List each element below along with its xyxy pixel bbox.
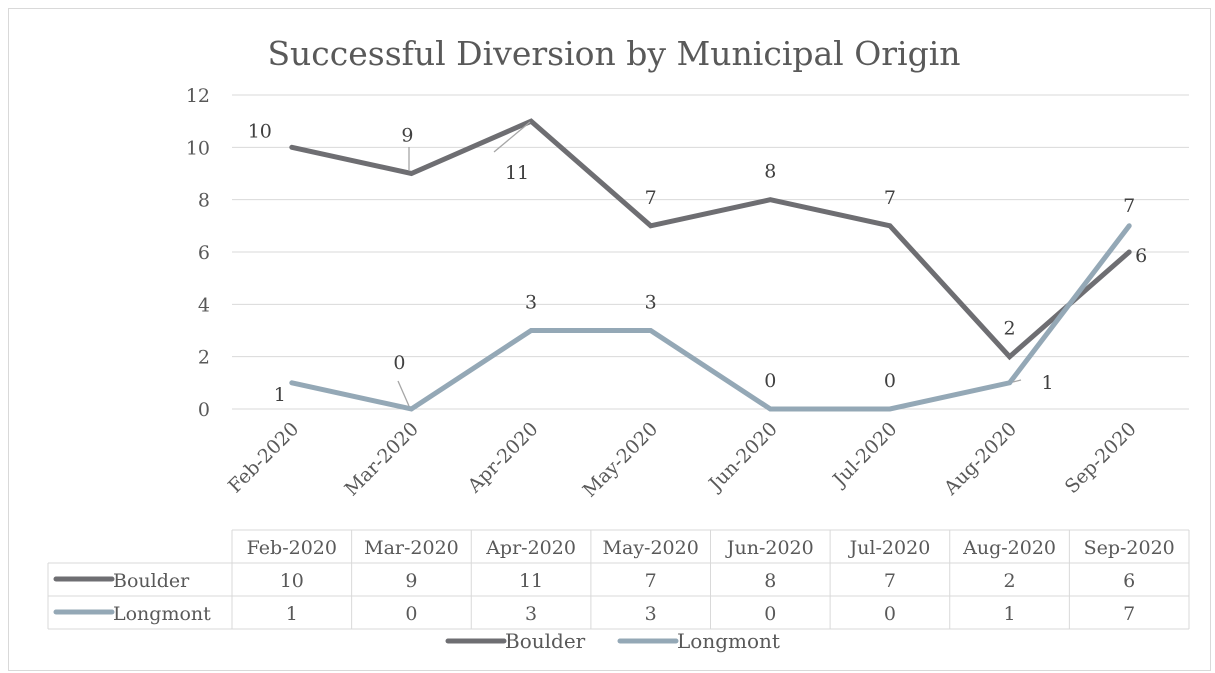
data-label: 11 (505, 162, 529, 184)
x-tick-label: Jul-2020 (827, 418, 901, 492)
data-label: 8 (764, 161, 776, 183)
data-label: 7 (884, 187, 896, 209)
table-header-cell: Jun-2020 (725, 537, 814, 559)
table-cell: 2 (1004, 570, 1016, 592)
legend-label: Longmont (677, 629, 780, 653)
table-row-label: Boulder (113, 570, 190, 592)
y-tick-label: 0 (198, 399, 210, 421)
x-tick-label: May-2020 (579, 418, 663, 502)
x-tick-label: Jun-2020 (703, 418, 781, 496)
table-cell: 0 (405, 603, 417, 625)
data-label: 6 (1135, 245, 1147, 267)
y-axis-ticks: 0 2 4 6 8 10 12 (186, 85, 210, 421)
data-label: 3 (645, 292, 657, 314)
table-cell: 1 (1004, 603, 1016, 625)
series-line-longmont (289, 223, 1132, 412)
table-header-cell: Jul-2020 (848, 537, 931, 559)
legend: Boulder Longmont (445, 629, 780, 653)
data-label: 7 (645, 187, 657, 209)
table-cell: 7 (884, 570, 896, 592)
x-tick-label: Apr-2020 (463, 418, 543, 498)
table-row-label: Longmont (113, 603, 211, 625)
data-label: 0 (764, 370, 776, 392)
y-tick-label: 12 (186, 85, 210, 107)
y-tick-label: 6 (198, 242, 210, 264)
data-label-leader (1012, 379, 1022, 383)
x-tick-label: Feb-2020 (224, 418, 303, 497)
data-label: 1 (274, 384, 286, 406)
table-cell: 11 (519, 570, 543, 592)
table-cell: 7 (645, 570, 657, 592)
y-tick-label: 4 (198, 294, 210, 316)
data-label-leader (493, 121, 531, 153)
table-header-cell: Aug-2020 (962, 537, 1056, 559)
table-cell: 8 (764, 570, 776, 592)
table-header-cell: May-2020 (603, 537, 699, 559)
chart-title: Successful Diversion by Municipal Origin (267, 34, 960, 73)
series-line-boulder (289, 118, 1132, 361)
legend-label: Boulder (505, 629, 586, 653)
y-tick-label: 2 (198, 347, 210, 369)
table-header-cell: Mar-2020 (364, 537, 459, 559)
table-cell: 0 (884, 603, 896, 625)
data-label: 0 (393, 352, 405, 374)
table-cell: 9 (405, 570, 417, 592)
x-tick-label: Sep-2020 (1061, 418, 1141, 498)
data-label: 3 (525, 292, 537, 314)
table-cell: 1 (286, 603, 298, 625)
chart-frame (8, 8, 1211, 671)
table-cell: 3 (645, 603, 657, 625)
table-header-cell: Apr-2020 (485, 537, 576, 559)
data-label: 2 (1004, 318, 1016, 340)
gridlines (232, 94, 1189, 410)
x-tick-label: Mar-2020 (340, 418, 422, 500)
table-cell: 0 (764, 603, 776, 625)
data-label-leader (397, 380, 410, 407)
y-tick-label: 8 (198, 190, 210, 212)
data-label: 7 (1123, 195, 1135, 217)
table-header-cell: Sep-2020 (1084, 537, 1175, 559)
x-tick-label: Aug-2020 (939, 418, 1021, 500)
data-label: 1 (1042, 372, 1054, 394)
data-label: 9 (401, 125, 413, 147)
data-label: 10 (248, 120, 272, 142)
table-cell: 3 (525, 603, 537, 625)
y-tick-label: 10 (186, 137, 210, 159)
data-label: 0 (884, 370, 896, 392)
table-cell: 10 (280, 570, 304, 592)
table-header-cell: Feb-2020 (247, 537, 337, 559)
series-lines (289, 118, 1132, 412)
table-cell: 7 (1123, 603, 1135, 625)
table-cell: 6 (1123, 570, 1135, 592)
data-table: Feb-2020 Mar-2020 Apr-2020 May-2020 Jun-2020… (47, 529, 1190, 630)
x-axis-ticks: Feb-2020 Mar-2020 Apr-2020 May-2020 Jun-2020… (224, 418, 1141, 502)
